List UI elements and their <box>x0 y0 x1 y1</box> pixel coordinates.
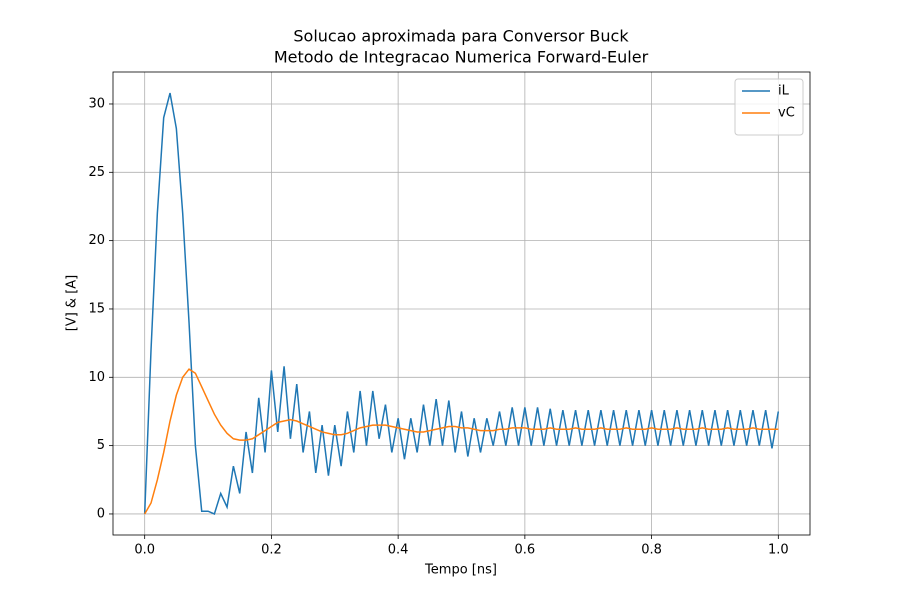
y-tick-label: 20 <box>88 233 105 248</box>
x-axis-label: Tempo [ns] <box>424 563 497 578</box>
series-line <box>143 92 780 515</box>
y-tick-label: 15 <box>88 301 105 316</box>
chart-subtitle: Metodo de Integracao Numerica Forward-Eu… <box>274 48 649 67</box>
y-tick-label: 0 <box>97 506 105 521</box>
x-tick-label: 0.6 <box>515 543 536 558</box>
x-tick-label: 1.0 <box>768 543 789 558</box>
y-axis-label: [V] & [A] <box>65 275 80 331</box>
series-line <box>144 368 779 515</box>
legend-label: iL <box>778 84 790 99</box>
x-tick-label: 0.4 <box>388 543 409 558</box>
chart-title: Solucao aproximada para Conversor Buck <box>293 27 629 46</box>
plot-frame <box>112 71 811 536</box>
y-tick-label: 30 <box>88 96 105 111</box>
y-tick-label: 25 <box>88 165 105 180</box>
y-tick-label: 10 <box>88 370 105 385</box>
y-tick-label: 5 <box>97 438 105 453</box>
x-tick-label: 0.2 <box>261 543 282 558</box>
x-tick-label: 0.8 <box>641 543 662 558</box>
x-tick-label: 0.0 <box>134 543 155 558</box>
legend-box <box>734 78 804 136</box>
legend-label: vC <box>778 106 795 121</box>
